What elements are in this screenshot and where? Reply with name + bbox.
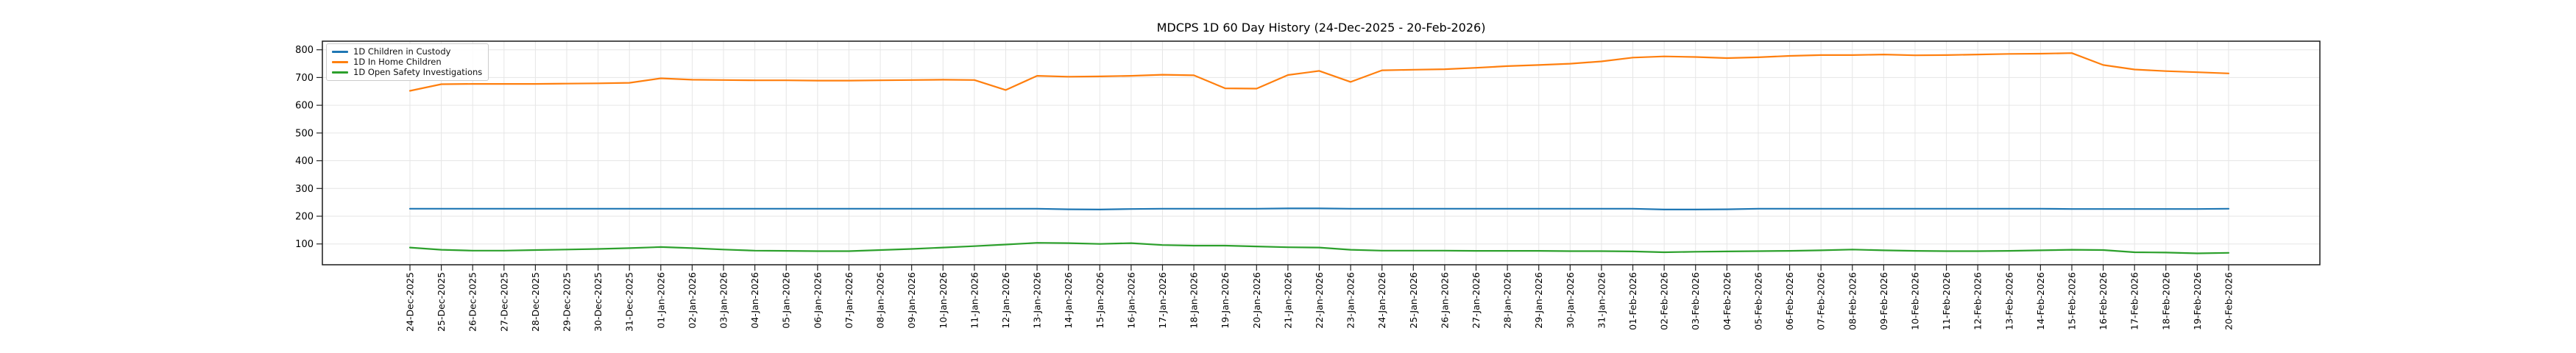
x-tick-label: 27-Dec-2025 [498,272,509,332]
x-tick-label: 27-Jan-2026 [1471,272,1482,329]
y-tick-label: 400 [295,156,314,167]
y-tick-label: 500 [295,128,314,139]
x-tick-label: 14-Jan-2026 [1063,272,1074,329]
x-tick-label: 03-Jan-2026 [718,272,729,329]
x-tick-label: 24-Dec-2025 [405,272,416,332]
x-tick-label: 04-Feb-2026 [1722,272,1733,330]
x-tick-label: 03-Feb-2026 [1690,272,1701,330]
x-tick-label: 21-Jan-2026 [1282,272,1293,329]
y-tick-label: 800 [295,45,314,56]
x-tick-label: 04-Jan-2026 [749,272,760,329]
x-tick-label: 28-Dec-2025 [530,272,541,332]
x-tick-label: 22-Jan-2026 [1314,272,1325,329]
x-tick-label: 05-Feb-2026 [1752,272,1763,330]
chart-title: MDCPS 1D 60 Day History (24-Dec-2025 - 2… [1156,21,1486,35]
x-tick-label: 29-Jan-2026 [1533,272,1544,329]
series-line-2 [408,52,2230,92]
y-tick-label: 100 [295,239,314,250]
x-tick-label: 19-Feb-2026 [2192,272,2203,330]
x-tick-label: 01-Jan-2026 [655,272,666,329]
x-tick-label: 20-Feb-2026 [2223,272,2234,330]
x-tick-label: 11-Jan-2026 [969,272,980,329]
legend-label: 1D Children in Custody [353,46,451,57]
x-tick-label: 26-Dec-2025 [467,272,478,332]
series-line-1 [408,207,2230,210]
x-tick-label: 10-Feb-2026 [1909,272,1920,330]
legend-label: 1D Open Safety Investigations [353,67,483,77]
x-tick-label: 16-Feb-2026 [2098,272,2109,330]
x-tick-label: 15-Jan-2026 [1094,272,1105,329]
legend: 1D Children in Custody 1D In Home Childr… [326,43,489,81]
x-tick-label: 28-Jan-2026 [1502,272,1513,329]
x-tick-label: 15-Feb-2026 [2066,272,2077,330]
x-tick-label: 25-Jan-2026 [1408,272,1419,329]
legend-item: 1D In Home Children [332,57,482,67]
x-tick-label: 07-Feb-2026 [1816,272,1827,330]
x-tick-label: 31-Jan-2026 [1596,272,1607,329]
legend-item: 1D Children in Custody [332,47,482,57]
x-tick-label: 18-Feb-2026 [2160,272,2171,330]
y-tick-label: 700 [295,73,314,84]
x-tick-label: 23-Jan-2026 [1345,272,1356,329]
legend-label: 1D In Home Children [353,57,442,67]
x-tick-label: 09-Jan-2026 [906,272,917,329]
x-tick-label: 10-Jan-2026 [938,272,949,329]
x-tick-label: 31-Dec-2025 [624,272,635,332]
y-tick-label: 300 [295,184,314,195]
x-tick-label: 08-Jan-2026 [875,272,886,329]
x-tick-label: 06-Jan-2026 [812,272,823,329]
x-tick-label: 25-Dec-2025 [436,272,447,332]
x-tick-label: 20-Jan-2026 [1251,272,1262,329]
x-tick-label: 02-Feb-2026 [1659,272,1670,330]
x-tick-label: 05-Jan-2026 [781,272,792,329]
legend-line-swatch [332,61,348,63]
x-tick-label: 09-Feb-2026 [1878,272,1889,330]
y-tick-label: 200 [295,211,314,222]
x-tick-label: 17-Feb-2026 [2129,272,2140,330]
plot-border [322,40,2321,265]
x-tick-label: 29-Dec-2025 [562,272,573,332]
x-tick-label: 26-Jan-2026 [1439,272,1450,329]
x-tick-label: 18-Jan-2026 [1189,272,1200,329]
x-tick-label: 13-Jan-2026 [1032,272,1043,329]
legend-line-swatch [332,71,348,74]
x-tick-label: 07-Jan-2026 [843,272,854,329]
x-tick-label: 02-Jan-2026 [687,272,698,329]
x-tick-label: 08-Feb-2026 [1847,272,1858,330]
x-tick-label: 12-Jan-2026 [1000,272,1011,329]
x-tick-label: 30-Jan-2026 [1565,272,1576,329]
x-tick-label: 24-Jan-2026 [1376,272,1387,329]
x-tick-label: 19-Jan-2026 [1220,272,1231,329]
x-tick-label: 12-Feb-2026 [1972,272,1984,330]
series-line-3 [408,242,2230,254]
y-tick-label: 600 [295,101,314,112]
x-tick-label: 30-Dec-2025 [592,272,604,332]
x-tick-label: 13-Feb-2026 [2003,272,2014,330]
legend-item: 1D Open Safety Investigations [332,68,482,77]
x-tick-label: 14-Feb-2026 [2035,272,2046,330]
legend-line-swatch [332,51,348,53]
x-tick-label: 11-Feb-2026 [1941,272,1952,330]
x-tick-label: 17-Jan-2026 [1157,272,1168,329]
x-tick-label: 01-Feb-2026 [1627,272,1638,330]
x-tick-label: 16-Jan-2026 [1125,272,1136,329]
x-tick-label: 06-Feb-2026 [1784,272,1795,330]
